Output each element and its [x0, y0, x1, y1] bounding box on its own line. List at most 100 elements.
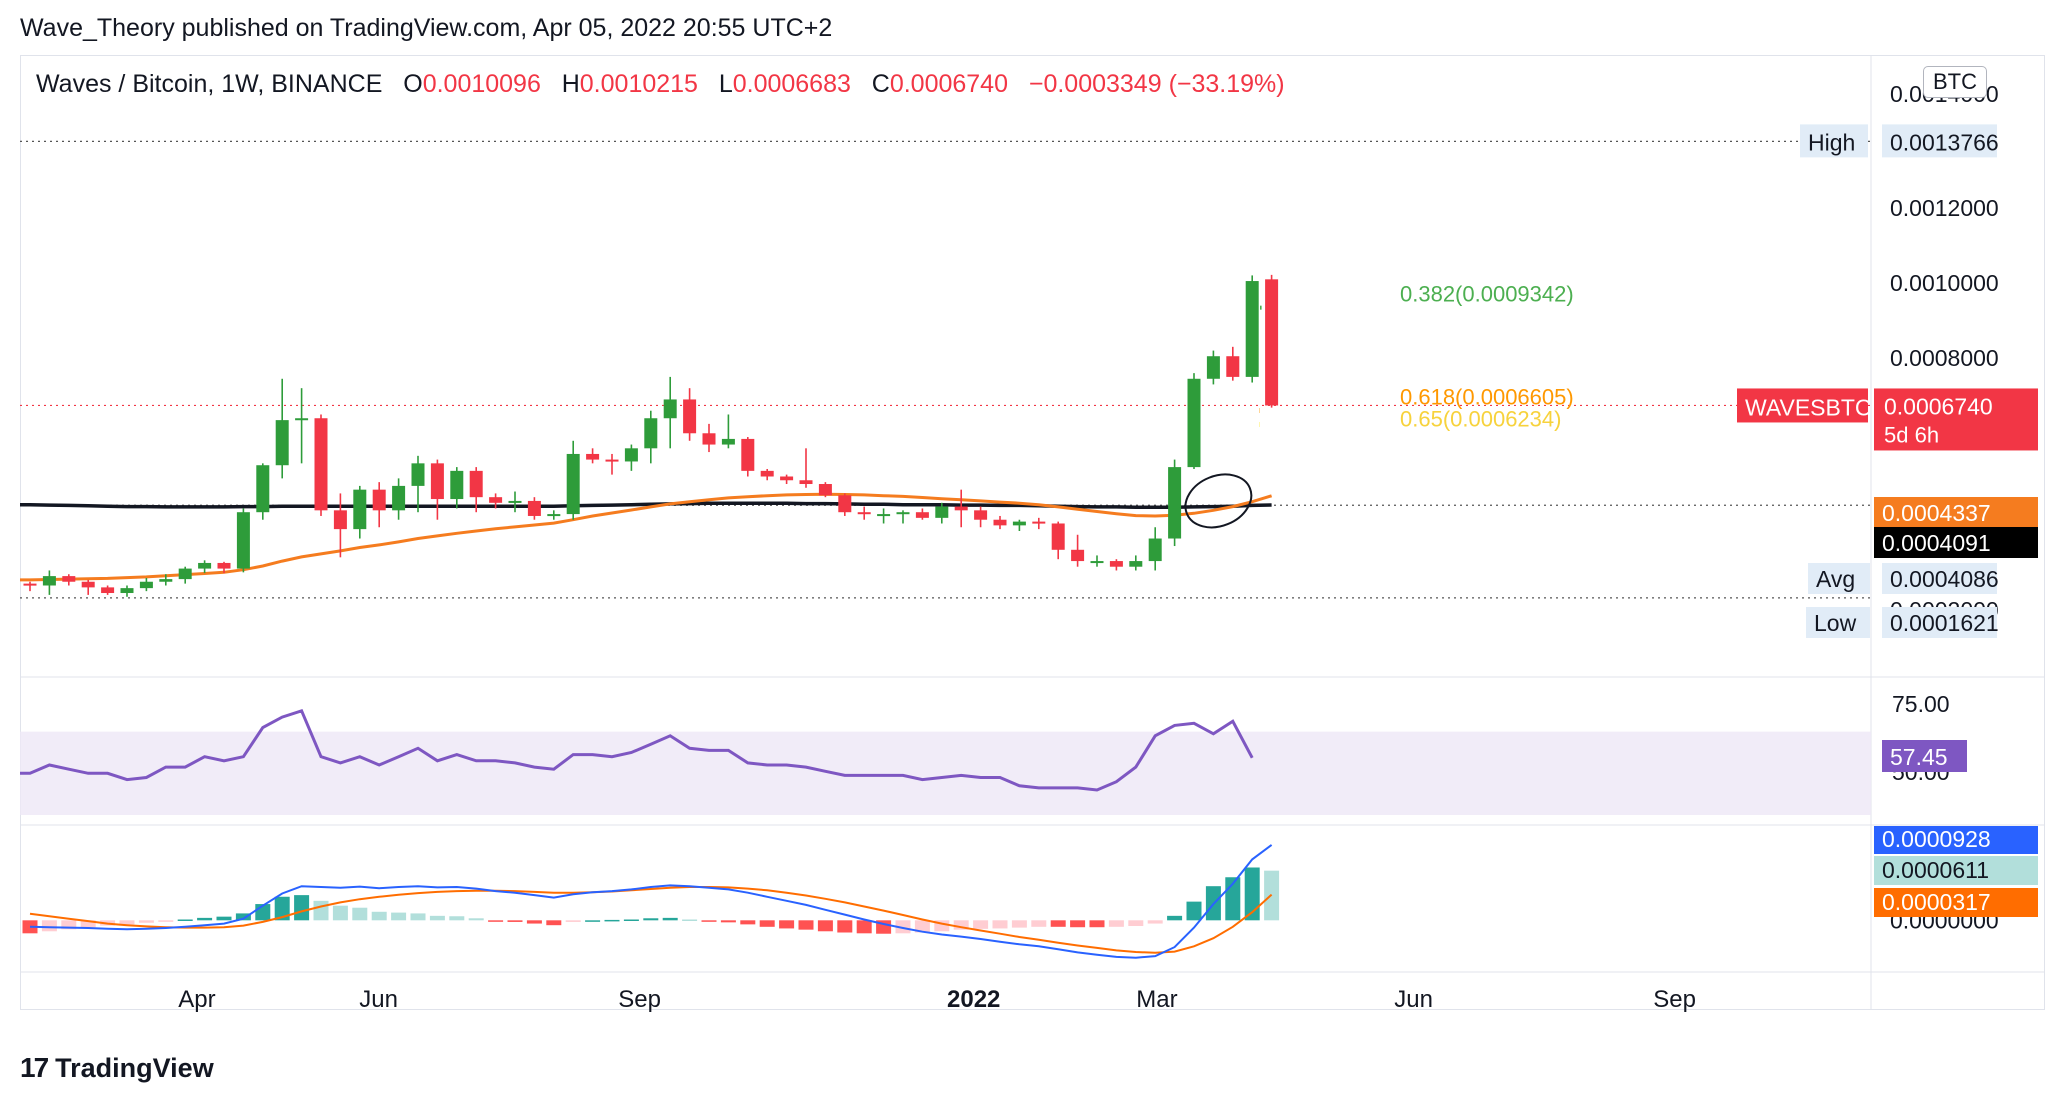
macd-histogram-bar: [197, 917, 213, 921]
candle-body: [1187, 378, 1201, 468]
macd-histogram-bar: [1244, 867, 1260, 921]
candle-body: [702, 433, 716, 445]
macd-histogram-bar: [992, 920, 1008, 929]
candle-body: [663, 399, 677, 419]
candle-body: [314, 418, 328, 511]
macd-histogram-bar: [759, 920, 775, 927]
macd-histogram-bar: [410, 913, 426, 921]
macd-histogram-bar: [662, 917, 678, 921]
high-value-tag: 0.0013766: [1882, 124, 1999, 158]
macd-histogram-bar: [837, 920, 853, 933]
macd-hist-tag: 0.0000611: [1874, 856, 2038, 885]
avg-value-tag-text: 0.0004086: [1890, 566, 1999, 592]
time-axis-label: 2022: [947, 986, 1000, 1013]
macd-histogram-bar: [914, 920, 930, 933]
candle-body: [1168, 467, 1182, 539]
high-label-tag-text: High: [1808, 129, 1855, 155]
fib-label: 0.618(0.0006605): [1400, 385, 1574, 410]
macd-histogram-bar: [80, 920, 96, 928]
ma-black-tag: 0.0004091: [1874, 527, 2038, 558]
macd-histogram-bar: [585, 920, 601, 922]
candle-body: [236, 512, 250, 569]
candle-body: [993, 519, 1007, 526]
macd-histogram-bar: [526, 920, 542, 924]
candle-body: [877, 514, 891, 517]
macd-histogram-bar: [274, 896, 290, 921]
candle-body: [954, 506, 968, 511]
low-label-tag-text: Low: [1814, 610, 1857, 636]
change-value: −0.0003349 (−33.19%): [1028, 70, 1285, 98]
candle-body: [935, 506, 949, 518]
macd-line: [29, 844, 1273, 959]
macd-hist-tag-bg: [1874, 856, 2038, 885]
macd-histogram-bar: [41, 920, 57, 932]
macd-histogram-bar: [740, 920, 756, 925]
time-axis-label: Sep: [618, 986, 661, 1013]
macd-histogram-bar: [158, 920, 174, 922]
macd-histogram-bar: [1011, 920, 1027, 928]
avg-value-tag: 0.0004086: [1882, 563, 1999, 594]
candle-body: [1071, 549, 1085, 562]
macd-signal-tag-text: 0.0000317: [1882, 889, 1991, 915]
macd-histogram-bar: [565, 920, 581, 922]
macd-histogram-bar: [1108, 920, 1124, 927]
high-value-tag-text: 0.0013766: [1890, 129, 1999, 155]
candle-body: [256, 465, 270, 513]
crossover-circle: [1184, 473, 1253, 529]
currency-button[interactable]: BTC: [1923, 66, 1987, 98]
macd-histogram-bar: [138, 920, 154, 923]
time-axis-label: Jun: [359, 986, 398, 1013]
candle-body: [1012, 521, 1026, 526]
candle-body: [430, 463, 444, 500]
macd-histogram-bar: [701, 920, 717, 922]
candle-body: [392, 485, 406, 511]
open-label: O: [403, 70, 423, 98]
rsi-value-tag-text: 57.45: [1890, 744, 1948, 770]
macd-histogram-bar: [546, 920, 562, 926]
candle-body: [721, 438, 735, 445]
candle-body: [605, 459, 619, 462]
avg-label-tag-text: Avg: [1816, 566, 1855, 592]
symbol-tag-bg: [1737, 388, 1868, 423]
rsi-tick: 75.00: [1892, 691, 1950, 717]
candle-body: [857, 512, 871, 515]
price-tick: 0.0010000: [1890, 270, 1999, 296]
time-axis-label: Jun: [1394, 986, 1433, 1013]
ma-orange-line: [20, 492, 1273, 582]
candle-body: [915, 512, 929, 518]
countdown-value: 5d 6h: [1884, 422, 1939, 447]
candle-body: [411, 463, 425, 486]
macd-histogram-bar: [604, 919, 620, 922]
ma-black-tag-text: 0.0004091: [1882, 530, 1991, 556]
candle-body: [159, 579, 173, 582]
macd-histogram-bar: [798, 920, 814, 930]
candle-body: [62, 576, 76, 582]
ma-black-tag-bg: [1874, 527, 2038, 558]
candle-body: [23, 583, 37, 586]
macd-signal-tag-bg: [1874, 888, 2038, 917]
macd-histogram-bar: [779, 920, 795, 929]
candle-body: [974, 510, 988, 520]
macd-histogram-bar: [468, 918, 484, 921]
macd-histogram-bar: [507, 920, 523, 922]
candle-body: [1109, 561, 1123, 567]
macd-histogram-bar: [332, 905, 348, 921]
macd-histogram-bar: [682, 919, 698, 921]
macd-histogram-bar: [934, 920, 950, 932]
candle-body: [81, 581, 95, 588]
candle-body: [1265, 279, 1279, 406]
macd-histogram-bar: [216, 916, 232, 921]
candle-body: [1032, 521, 1046, 524]
macd-histogram-bar: [1089, 920, 1105, 928]
macd-histogram-bar: [119, 920, 135, 925]
candle-body: [741, 438, 755, 471]
macd-value-tag: 0.0000928: [1874, 826, 2038, 854]
candle-body: [1206, 356, 1220, 379]
macd-histogram-bar: [488, 920, 504, 922]
close-value: 0.0006740: [889, 70, 1008, 98]
macd-histogram-bar: [1147, 920, 1163, 924]
low-value-tag-bg: [1882, 607, 1997, 638]
candle-body: [566, 453, 580, 515]
symbol-tag: WAVESBTC: [1737, 388, 1872, 423]
